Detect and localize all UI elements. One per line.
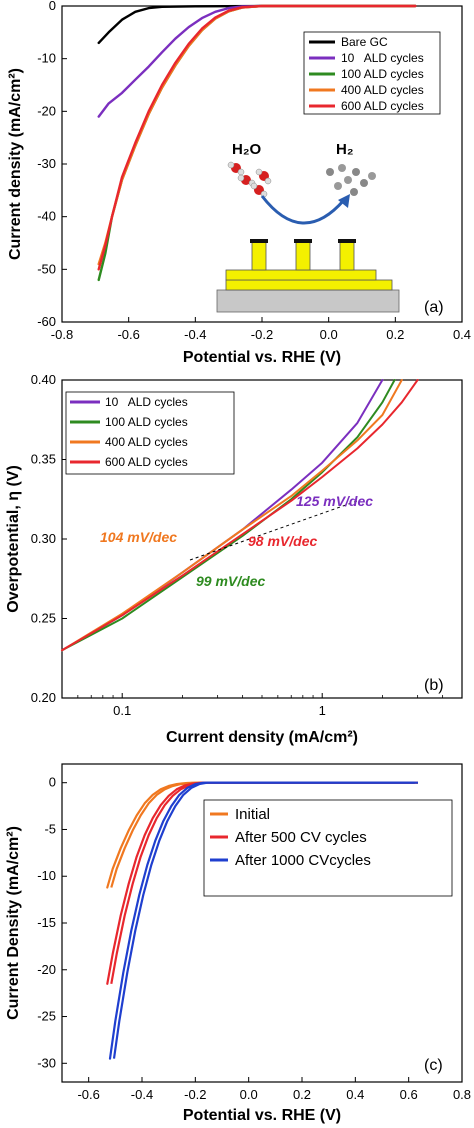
panel-c-xtick-label: 0.2 [293,1087,311,1102]
panel-b-ytick-label: 0.40 [31,372,56,387]
legend-c-label-initial: Initial [235,806,270,823]
tafel-slope-10-ald: 125 mV/dec [296,493,373,509]
h2o-label: H₂O [232,141,261,158]
panel-c-xtick-label: -0.2 [184,1087,206,1102]
water-splitting-inset: H₂O H₂ [216,141,400,313]
panel-a-series [97,4,417,282]
panel-b-series-600-ald-cycles [61,379,419,652]
legend-b-label-10-ald: 10 ALD cycles [105,395,188,409]
legend-label-bare-gc: Bare GC [341,35,388,49]
panel-a-ytick-label: -50 [37,261,56,276]
legend-label-600-ald: 600 ALD cycles [341,99,424,113]
legend-label-10-ald: 10 ALD cycles [341,51,424,65]
legend-b-label-400-ald: 400 ALD cycles [105,435,188,449]
legend-b-label-100-ald: 100 ALD cycles [105,415,188,429]
hydrogen-molecules-icon [326,164,376,196]
legend-b-label-600-ald: 600 ALD cycles [105,455,188,469]
electrode-structure-icon [216,239,400,313]
panel-c-legend: Initial After 500 CV cycles After 1000 C… [203,799,453,897]
panel-b-ytick-label: 0.35 [31,452,56,467]
panel-c-xlabel: Potential vs. RHE (V) [183,1107,341,1124]
panel-a-xlabel: Potential vs. RHE (V) [183,349,341,366]
water-molecules-icon [227,161,272,198]
panel-b-label: (b) [424,677,444,694]
panel-c-ytick-label: -25 [37,1009,56,1024]
legend-c-label-1000: After 1000 CVcycles [235,852,371,869]
panel-b-ylabel: Overpotential, η (V) [5,465,22,613]
panel-a-label: (a) [424,299,444,316]
panel-c-xtick-label: 0.4 [346,1087,364,1102]
panel-a-ytick-label: 0 [49,0,56,13]
panel-c: -0.6 -0.4 -0.2 0.0 0.2 0.4 0.6 0.8 0 -5 -10 -15 -20 -… [5,763,471,1124]
panel-b-ytick-label: 0.25 [31,611,56,626]
panel-a-ylabel: Current density (mA/cm²) [7,68,24,260]
panel-c-ytick-label: -5 [44,821,56,836]
panel-c-xtick-label: 0.6 [400,1087,418,1102]
panel-b-xlabel: Current density (mA/cm²) [166,729,358,746]
panel-a-axes: -0.8 -0.6 -0.4 -0.2 0.0 0.2 0.4 0 -10 -20 -30 -40 -5… [37,0,471,342]
panel-a-xtick-label: -0.2 [251,327,273,342]
panel-c-ytick-label: -10 [37,868,56,883]
panel-b-legend: 10 ALD cycles 100 ALD cycles 400 ALD cyc… [65,391,235,475]
tafel-fit-line [189,499,361,561]
panel-b-series [61,379,419,652]
panel-c-series-after-1000-cvcycles-return [112,781,418,1059]
panel-b-ytick-label: 0.30 [31,531,56,546]
panel-b: 0.1 1 0.20 0.25 0.30 0.35 0.40 10 ALD cycles 1… [5,372,463,746]
panel-c-xtick-label: 0.0 [240,1087,258,1102]
panel-c-ylabel: Current Density (mA/cm²) [5,826,22,1020]
panel-a: -0.8 -0.6 -0.4 -0.2 0.0 0.2 0.4 0 -10 -20 -30 -40 -5… [7,0,471,366]
panel-a-ytick-label: -10 [37,51,56,66]
panel-a-xtick-label: 0.4 [453,327,471,342]
panel-a-xtick-label: -0.4 [184,327,206,342]
panel-c-axes: -0.6 -0.4 -0.2 0.0 0.2 0.4 0.6 0.8 0 -5 -10 -15 -20 -… [37,775,471,1102]
panel-c-series [106,781,418,1060]
legend-label-400-ald: 400 ALD cycles [341,83,424,97]
panel-b-legend-box [65,391,235,475]
tafel-slope-400-ald: 104 mV/dec [100,529,177,545]
panel-a-legend: Bare GC 10 ALD cycles 100 ALD cycles 400… [303,31,441,115]
panel-c-xtick-label: -0.4 [131,1087,153,1102]
panel-a-ytick-label: -40 [37,209,56,224]
panel-b-series-400-ald-cycles [61,379,403,652]
legend-label-100-ald: 100 ALD cycles [341,67,424,81]
panel-c-label: (c) [424,1057,443,1074]
panel-c-ytick-label: 0 [49,775,56,790]
panel-b-axes: 0.1 1 0.20 0.25 0.30 0.35 0.40 [31,372,463,718]
legend-c-label-500: After 500 CV cycles [235,829,367,846]
panel-c-legend-box [203,799,453,897]
panel-a-ytick-label: -30 [37,156,56,171]
panel-a-xtick-label: -0.6 [117,327,139,342]
panel-c-xtick-label: 0.8 [453,1087,471,1102]
panel-a-xtick-label: 0.0 [320,327,338,342]
panel-b-xtick-label: 1 [319,703,326,718]
panel-b-series-100-ald-cycles [61,379,396,652]
panel-c-ytick-label: -20 [37,962,56,977]
panel-a-ytick-label: -60 [37,314,56,329]
panel-a-xtick-label: -0.8 [51,327,73,342]
panel-c-ytick-label: -15 [37,915,56,930]
panel-b-xtick-label: 0.1 [113,703,131,718]
panel-a-xtick-label: 0.2 [386,327,404,342]
reaction-arrowhead-icon [338,194,350,208]
tafel-slope-100-ald: 99 mV/dec [196,573,265,589]
panel-c-ytick-label: -30 [37,1055,56,1070]
reaction-arrow-icon [260,195,346,225]
tafel-slope-600-ald: 98 mV/dec [248,533,317,549]
panel-c-xtick-label: -0.6 [77,1087,99,1102]
panel-a-series-600-ald-cycles [97,4,417,271]
panel-a-ytick-label: -20 [37,103,56,118]
h2-label: H₂ [336,141,354,158]
panel-b-ytick-label: 0.20 [31,690,56,705]
